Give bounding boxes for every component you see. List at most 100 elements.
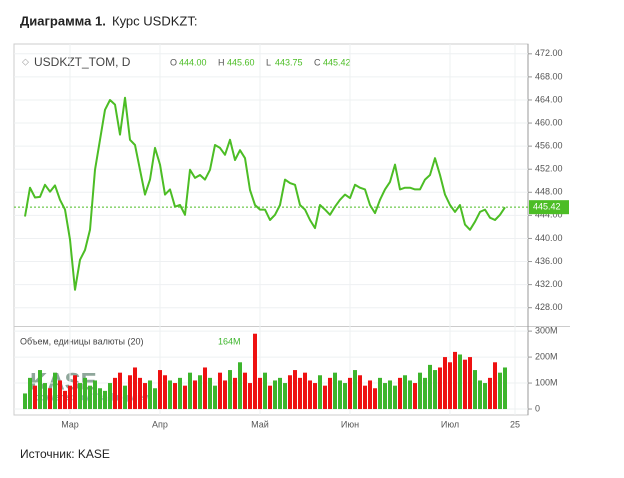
ohlc-key: L <box>266 57 271 67</box>
volume-bar <box>313 383 317 410</box>
volume-bar <box>273 380 277 410</box>
y-tick-label: 448.00 <box>535 187 563 197</box>
y-tick-label: 440.00 <box>535 233 563 243</box>
volume-bar <box>188 372 192 410</box>
volume-bar <box>48 388 52 410</box>
x-tick-label: Апр <box>152 419 168 429</box>
volume-bar <box>173 383 177 410</box>
source: Источник: KASE <box>20 447 110 461</box>
volume-bar <box>358 375 362 410</box>
volume-bar <box>378 377 382 410</box>
volume-bar <box>488 377 492 410</box>
volume-bar <box>398 377 402 410</box>
volume-bar <box>78 383 82 410</box>
volume-tick-label: 200M <box>535 351 558 361</box>
volume-bar <box>268 385 272 410</box>
volume-bar <box>403 375 407 410</box>
x-tick-label: Мар <box>61 419 79 429</box>
title-bold: Диаграмма 1. <box>20 13 106 28</box>
y-tick-label: 472.00 <box>535 48 563 58</box>
volume-bar <box>293 370 297 410</box>
volume-bar <box>433 370 437 410</box>
y-tick-label: 444.00 <box>535 210 563 220</box>
ohlc-value: 445.42 <box>323 57 351 67</box>
volume-bar <box>178 377 182 410</box>
volume-bar <box>463 359 467 410</box>
volume-bar <box>478 380 482 410</box>
volume-bar <box>133 367 137 410</box>
volume-tick-label: 0 <box>535 403 540 413</box>
volume-bar <box>343 383 347 410</box>
volume-bar <box>153 388 157 410</box>
volume-tick-label: 300M <box>535 325 558 335</box>
y-tick-label: 464.00 <box>535 94 563 104</box>
y-tick-label: 452.00 <box>535 164 563 174</box>
volume-bar <box>258 377 262 410</box>
volume-bar <box>223 380 227 410</box>
x-tick-label: Июл <box>441 419 459 429</box>
volume-bar <box>253 333 257 410</box>
volume-bar <box>168 380 172 410</box>
y-tick-label: 428.00 <box>535 302 563 312</box>
volume-bar <box>333 372 337 410</box>
volume-bar <box>103 390 107 410</box>
ohlc-value: 445.60 <box>227 57 255 67</box>
volume-bar <box>408 380 412 410</box>
ohlc-key: C <box>314 57 321 67</box>
y-tick-label: 460.00 <box>535 117 563 127</box>
x-tick-label: 25 <box>510 419 520 429</box>
volume-bar <box>368 380 372 410</box>
volume-bar <box>303 372 307 410</box>
ohlc-value: 444.00 <box>179 57 207 67</box>
volume-tick-label: 100M <box>535 377 558 387</box>
volume-bar <box>278 377 282 410</box>
symbol-icon: ◇ <box>22 56 29 66</box>
volume-bar <box>418 372 422 410</box>
volume-bar <box>473 370 477 410</box>
volume-bar <box>113 377 117 410</box>
volume-bar <box>138 377 142 410</box>
volume-bar <box>33 385 37 410</box>
volume-bar <box>58 380 62 410</box>
volume-bar <box>183 385 187 410</box>
volume-bar <box>288 375 292 410</box>
volume-bar <box>193 380 197 410</box>
volume-bar <box>363 385 367 410</box>
volume-bar <box>98 388 102 410</box>
volume-bar <box>68 385 72 410</box>
price-line <box>24 96 506 291</box>
volume-bar <box>38 370 42 410</box>
volume-bar <box>413 383 417 410</box>
y-tick-label: 432.00 <box>535 279 563 289</box>
volume-bar <box>108 383 112 410</box>
volume-bar <box>453 351 457 410</box>
x-tick-label: Май <box>251 419 269 429</box>
volume-bar <box>318 375 322 410</box>
ohlc-value: 443.75 <box>275 57 303 67</box>
volume-bar <box>298 377 302 410</box>
volume-bar <box>213 385 217 410</box>
volume-bar <box>448 362 452 410</box>
volume-bar <box>143 383 147 410</box>
volume-bar <box>243 372 247 410</box>
volume-bar <box>43 383 47 410</box>
volume-bar <box>323 385 327 410</box>
volume-bar <box>73 375 77 410</box>
volume-bar <box>228 370 232 410</box>
volume-bar <box>438 367 442 410</box>
volume-bar <box>468 357 472 410</box>
volume-bar <box>88 385 92 410</box>
volume-bar <box>23 393 27 410</box>
volume-bar <box>308 380 312 410</box>
volume-bar <box>388 380 392 410</box>
volume-bar <box>328 377 332 410</box>
volume-bar <box>373 388 377 410</box>
volume-bar <box>128 375 132 410</box>
volume-bar <box>53 372 57 410</box>
volume-bar <box>383 383 387 410</box>
title-rest: Курс USDKZT: <box>112 13 197 28</box>
volume-bar <box>198 375 202 410</box>
volume-bar <box>498 372 502 410</box>
volume-last: 164M <box>218 336 241 346</box>
